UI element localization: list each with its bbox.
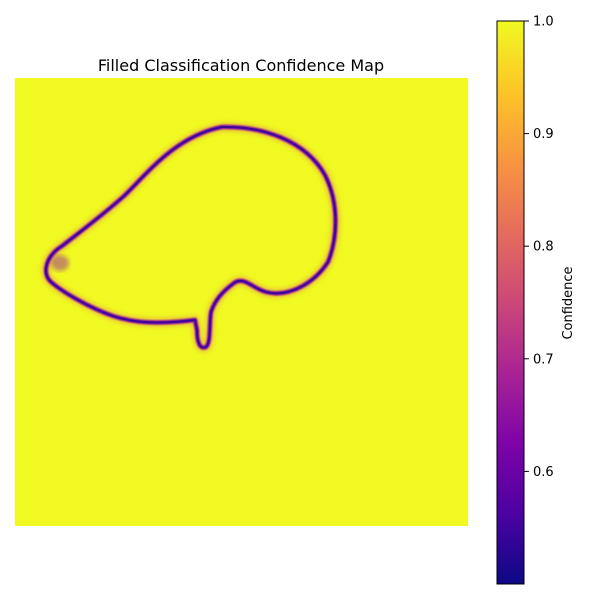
colorbar-tick-label: 0.8 <box>533 240 554 255</box>
boundary-core <box>45 125 337 349</box>
colorbar-gradient <box>496 20 525 585</box>
chart-title: Filled Classification Confidence Map <box>98 56 384 75</box>
colorbar-tick-label: 0.6 <box>533 465 554 480</box>
colorbar-tick-label: 0.7 <box>533 352 554 367</box>
colorbar-tick-label: 1.0 <box>533 15 554 30</box>
heatmap <box>15 78 468 526</box>
colorbar-ticks: 1.0 0.9 0.8 0.7 0.6 <box>524 15 554 480</box>
boundary-smudge-left <box>51 255 69 271</box>
colorbar-tick-label: 0.9 <box>533 127 554 142</box>
colorbar: 1.0 0.9 0.8 0.7 0.6 Confidence <box>496 15 576 585</box>
colorbar-label: Confidence <box>561 266 576 339</box>
confidence-boundary <box>41 122 340 352</box>
